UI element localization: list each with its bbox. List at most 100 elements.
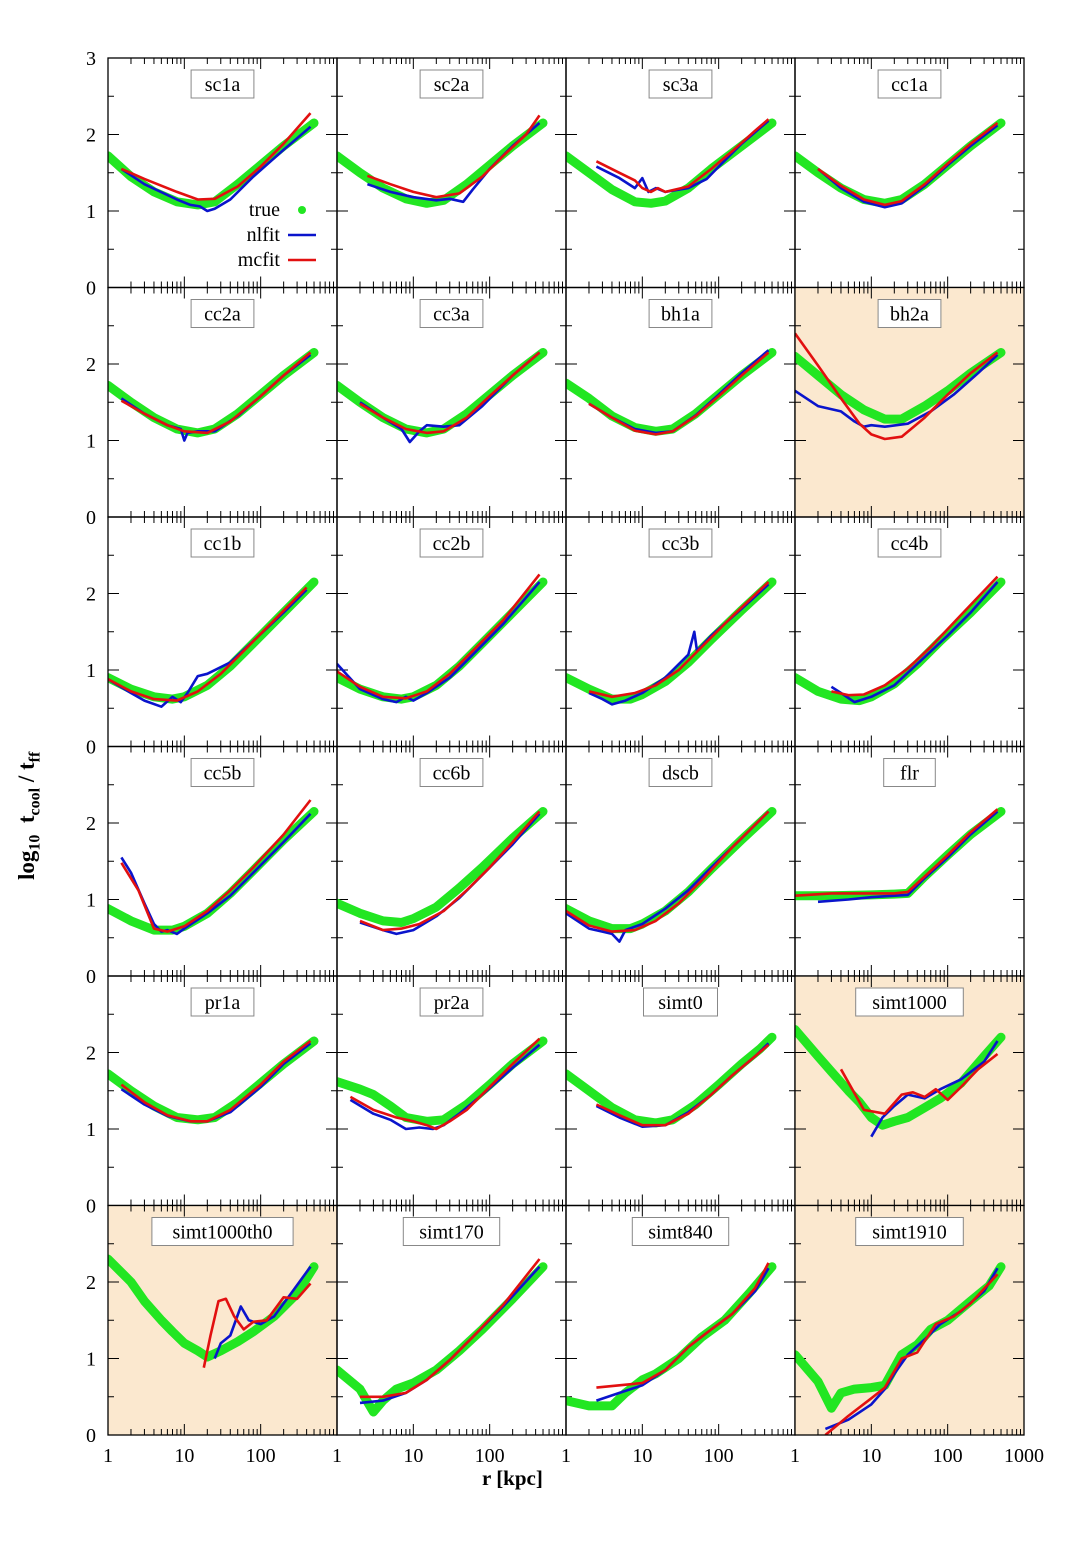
series-nlfit [213,1265,312,1359]
y-tick-label: 0 [86,1196,96,1218]
panel-label-box [648,69,713,99]
series-mcfit [360,1258,541,1399]
panel-simt170: simt170 [336,1204,567,1436]
panel-ticks [794,57,1024,288]
series-mcfit [120,1039,312,1123]
panel-label: simt170 [419,1222,483,1244]
series-mcfit [595,1043,770,1127]
x-axis-label: r [kpc] [482,1466,543,1490]
y-axis-label: log10 tcool / tff [14,751,44,880]
series-true [795,1262,1006,1413]
panel-series [337,807,548,936]
panel-label-box [190,758,255,787]
panel-label: cc2b [433,533,471,555]
panel-label-box [419,758,484,787]
y-tick-label: 2 [86,1043,96,1065]
panel-label-box [648,299,713,328]
panel-series [795,575,1006,706]
series-true [108,807,319,935]
x-tick-label: 10 [632,1445,652,1467]
x-tick-label: 1 [332,1445,342,1467]
panel-label-box [419,987,484,1017]
series-nlfit [359,1265,541,1405]
panel-cc3a: cc3a [336,286,567,518]
y-tick-label: 0 [86,966,96,988]
panel-ticks [336,287,566,518]
panel-series [337,114,548,208]
legend-marker-true [298,206,306,214]
panel-series [337,1258,548,1417]
panel-cc3b: cc3b [565,516,796,748]
series-mcfit [588,581,770,699]
series-mcfit [120,799,312,933]
panel-series [108,799,319,936]
panel-series [795,1025,1006,1138]
panel-label: simt1000 [872,992,946,1014]
panel-label: pr2a [434,992,470,1014]
panel-label: sc3a [663,74,699,96]
series-mcfit [795,332,999,441]
panel-flr: flr [794,745,1025,977]
series-nlfit [120,125,312,213]
y-tick-label: 1 [86,431,96,453]
series-true [337,348,548,438]
panel-label-box [190,69,255,99]
panel-series [337,348,548,444]
panel-series [108,577,319,708]
legend-label-nlfit: nlfit [247,224,281,246]
panel-label-box [419,528,484,558]
series-true [337,807,548,927]
panel-label: dscb [662,763,699,785]
y-tick-label: 2 [86,125,96,147]
panel-label-box [190,299,255,328]
panel-label: cc2a [204,304,241,326]
y-tick-label: 0 [86,278,96,300]
series-nlfit [359,351,541,444]
x-tick-label: 10 [174,1445,194,1467]
series-mcfit [595,118,770,194]
x-tick-label: 100 [704,1445,734,1467]
series-nlfit [588,583,770,706]
panel-simt1000: simt1000 [794,975,1025,1207]
y-tick-label: 1 [86,660,96,682]
panel-label: flr [900,763,919,785]
series-mcfit [831,575,999,697]
series-mcfit [359,810,541,932]
panel-label-box [648,528,713,558]
panel-simt0: simt0 [565,975,796,1207]
series-mcfit [337,573,541,700]
panel-label: simt1910 [872,1222,946,1244]
panel-label: simt840 [648,1222,712,1244]
y-tick-label: 1 [86,1349,96,1371]
series-true [795,807,1006,901]
panel-label: bh1a [661,304,700,326]
panel-label-box [648,758,713,787]
panel-series [108,348,319,442]
series-nlfit [359,812,541,936]
series-mcfit [566,810,770,933]
series-true [795,1025,1006,1130]
legend-label-mcfit: mcfit [238,249,281,271]
panel-sc3a: sc3a [565,57,796,289]
series-mcfit [120,112,312,201]
x-tick-label: 10 [403,1445,423,1467]
panel-bh1a: bh1a [565,286,796,518]
series-true [566,1032,777,1128]
x-tick-label: 1 [561,1445,571,1467]
panel-ticks [107,1205,337,1436]
panel-cc2a: cc2a [107,286,338,518]
x-tick-label: 1000 [1004,1445,1044,1467]
panel-simt1910: simt1910 [794,1204,1025,1436]
panel-label: simt0 [658,992,702,1014]
panel-cc5b: cc5b [107,745,338,977]
series-nlfit [120,1042,312,1123]
series-mcfit [596,1262,770,1389]
series-true [337,1262,548,1417]
x-tick-label: 100 [933,1445,963,1467]
panel-label-box [419,69,484,99]
series-mcfit [795,808,999,897]
panel-bh2a: bh2a [794,286,1025,518]
series-true [566,1262,777,1411]
panel-label: cc5b [204,763,242,785]
panel-dscb: dscb [565,745,796,977]
